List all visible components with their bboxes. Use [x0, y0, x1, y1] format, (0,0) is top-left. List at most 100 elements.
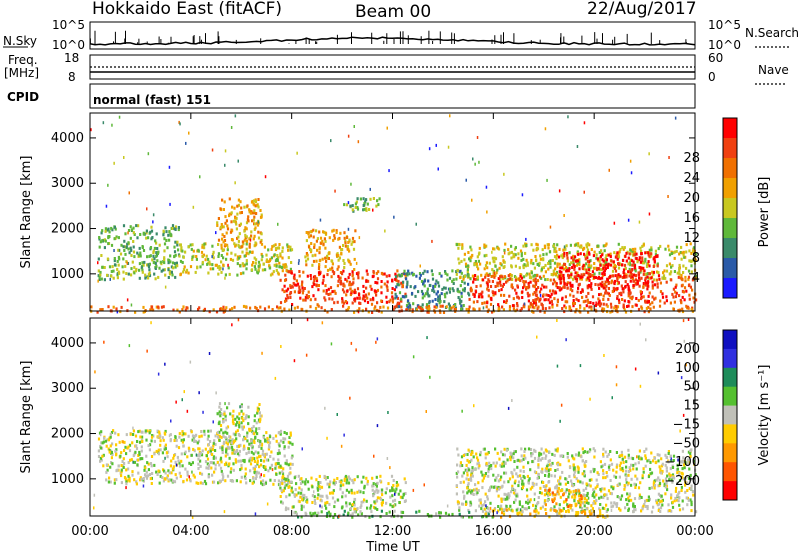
- data-cell: [149, 462, 153, 465]
- data-cell: [648, 264, 651, 268]
- data-cell: [254, 465, 257, 468]
- data-cell: [438, 294, 441, 298]
- data-cell: [257, 236, 261, 240]
- data-cell: [503, 492, 506, 496]
- data-cell: [407, 269, 410, 273]
- data-cell: [470, 471, 473, 475]
- data-cell: [101, 441, 104, 445]
- data-cell: [488, 461, 491, 465]
- data-cell: [347, 276, 350, 280]
- data-cell: [469, 277, 472, 281]
- data-cell: [604, 244, 607, 248]
- data-cell: [610, 305, 613, 309]
- data-cell: [341, 299, 344, 303]
- data-cell: [165, 451, 168, 455]
- data-cell: [643, 450, 646, 453]
- data-cell: [596, 257, 599, 261]
- data-cell: [341, 495, 344, 499]
- data-cell: [110, 270, 113, 273]
- data-cell: [142, 305, 145, 309]
- data-cell: [301, 286, 304, 290]
- data-cell: [681, 499, 684, 503]
- data-cell: [305, 231, 308, 234]
- data-cell: [494, 447, 497, 451]
- data-cell: [373, 307, 376, 311]
- data-cell: [223, 200, 226, 204]
- data-cell: [689, 449, 692, 453]
- data-cell: [512, 307, 515, 311]
- data-cell: [495, 476, 498, 480]
- data-cell: [324, 256, 327, 260]
- data-cell: [269, 466, 272, 470]
- data-cell: [524, 251, 527, 255]
- data-cell: [421, 303, 424, 307]
- data-cell: [259, 305, 262, 309]
- data-cell: [634, 269, 637, 273]
- data-cell: [597, 301, 600, 305]
- data-cell: [586, 450, 589, 454]
- data-cell: [514, 488, 517, 492]
- data-cell: [155, 251, 158, 255]
- data-cell: [260, 242, 264, 246]
- data-cell: [125, 480, 128, 483]
- data-cell: [90, 305, 93, 309]
- data-cell: [282, 437, 285, 441]
- data-cell: [528, 293, 531, 297]
- data-cell: [395, 484, 398, 488]
- data-cell: [236, 204, 239, 208]
- data-cell: [639, 268, 642, 272]
- data-cell: [225, 257, 228, 261]
- data-cell: [515, 291, 518, 295]
- data-cell: [302, 270, 305, 274]
- data-cell: [551, 303, 554, 307]
- data-cell: [134, 269, 138, 273]
- data-cell: [651, 280, 654, 284]
- data-cell: [203, 242, 206, 246]
- data-cell: [625, 465, 628, 469]
- data-cell: [618, 496, 621, 499]
- data-cell: [238, 232, 241, 236]
- data-cell: [576, 290, 579, 294]
- data-cell: [336, 477, 339, 480]
- data-cell: [125, 482, 128, 486]
- data-cell: [577, 494, 581, 498]
- data-cell: [299, 482, 303, 485]
- data-cell: [644, 505, 647, 508]
- data-cell: [224, 418, 227, 422]
- data-cell: [281, 288, 284, 292]
- data-cell: [508, 477, 512, 481]
- data-cell: [688, 297, 691, 301]
- data-cell: [569, 243, 572, 247]
- data-cell: [497, 308, 500, 312]
- data-cell: [607, 287, 610, 290]
- data-cell: [615, 470, 618, 474]
- data-cell: [590, 248, 593, 251]
- data-cell: [642, 285, 645, 289]
- data-cell: [627, 262, 630, 266]
- data-cell: [359, 505, 362, 509]
- data-cell: [608, 294, 611, 297]
- data-cell: [392, 479, 395, 482]
- data-cell: [376, 496, 379, 500]
- data-cell: [113, 225, 116, 229]
- data-cell: [318, 487, 322, 491]
- data-cell: [338, 277, 341, 281]
- data-cell: [326, 500, 329, 504]
- data-cell: [253, 265, 256, 269]
- data-cell: [305, 239, 308, 243]
- data-cell: [484, 492, 487, 496]
- data-cell: [401, 285, 404, 288]
- data-cell: [681, 475, 684, 479]
- data-cell: [339, 231, 342, 235]
- data-cell: [616, 310, 619, 314]
- data-cell: [283, 454, 286, 458]
- data-cell: [388, 300, 391, 304]
- data-cell: [347, 306, 350, 310]
- data-cell: [369, 197, 372, 201]
- data-cell: [164, 285, 167, 289]
- data-cell: [613, 282, 616, 286]
- data-cell: [511, 475, 514, 479]
- data-cell: [220, 246, 223, 250]
- data-cell: [463, 258, 466, 262]
